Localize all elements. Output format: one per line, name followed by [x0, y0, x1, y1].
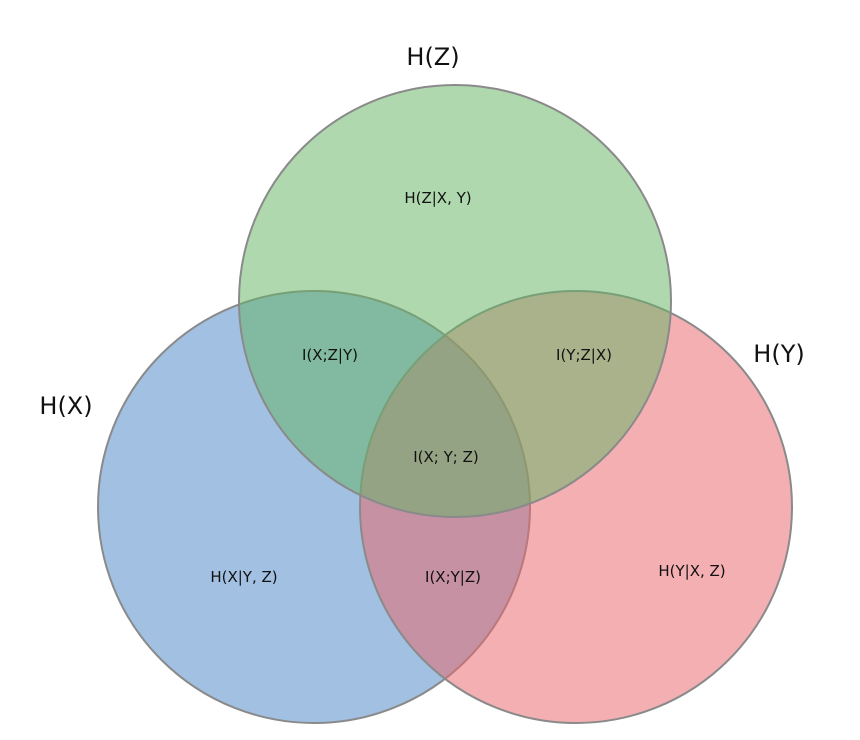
set-label-h-z: H(Z): [406, 43, 459, 71]
circle-h-z: [238, 84, 672, 518]
region-label-x-only: H(X|Y, Z): [210, 568, 277, 586]
region-label-z-only: H(Z|X, Y): [404, 189, 471, 207]
set-label-h-y: H(Y): [753, 340, 804, 368]
region-label-yz: I(Y;Z|X): [556, 346, 612, 364]
region-label-xz: I(X;Z|Y): [302, 346, 358, 364]
set-label-h-x: H(X): [39, 392, 92, 420]
region-label-y-only: H(Y|X, Z): [658, 562, 725, 580]
set-circles: [97, 84, 793, 724]
region-label-xy: I(X;Y|Z): [425, 568, 481, 586]
region-label-xyz: I(X; Y; Z): [413, 448, 479, 466]
